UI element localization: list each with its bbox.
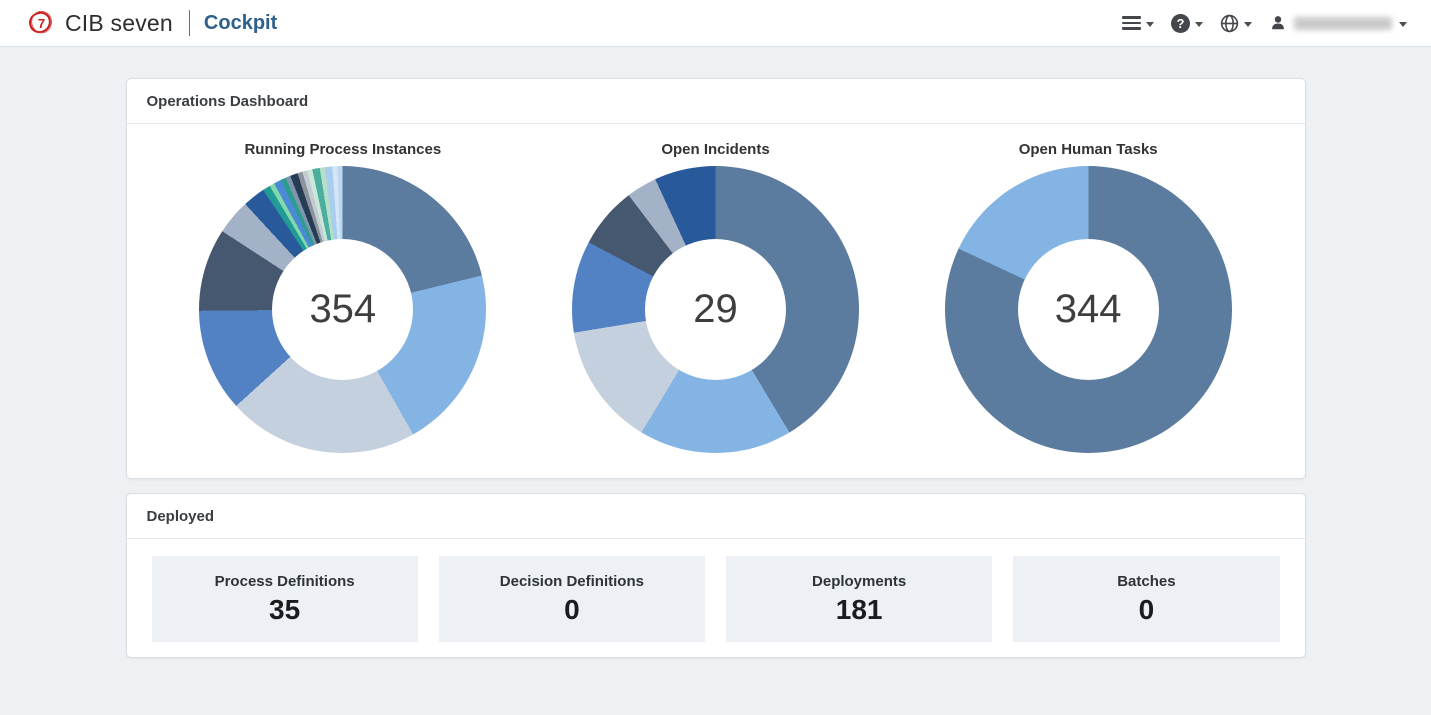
tile-value: 181	[835, 594, 883, 625]
hamburger-menu-icon	[1122, 15, 1141, 31]
chevron-down-icon	[1195, 21, 1203, 27]
apps-menu-button[interactable]	[1122, 15, 1154, 31]
chart-title: Open Human Tasks	[1018, 141, 1158, 158]
donut-center-value: 29	[693, 286, 738, 331]
help-icon: ?	[1171, 13, 1190, 33]
tile-label: Decision Definitions	[499, 573, 644, 590]
chart-running-process-instances: Running Process Instances 354	[157, 141, 530, 453]
chevron-down-icon	[1399, 21, 1407, 27]
donut-chart[interactable]: 344	[944, 166, 1232, 453]
chart-open-incidents: Open Incidents 29	[529, 141, 902, 453]
tile-label: Deployments	[812, 573, 907, 590]
top-bar: 7 CIB seven Cockpit ?	[0, 0, 1431, 47]
donut-hole: 29	[644, 238, 787, 381]
tile-value: 35	[269, 594, 301, 625]
user-icon	[1272, 16, 1284, 30]
chart-open-human-tasks: Open Human Tasks 344	[902, 141, 1275, 453]
tile-deployments[interactable]: Deployments 181	[726, 556, 993, 642]
tile-value: 0	[1138, 594, 1155, 625]
tile-process-definitions[interactable]: Process Definitions 35	[151, 556, 418, 642]
dashboard-main: Operations Dashboard Running Process Ins…	[0, 47, 1431, 658]
deployed-tiles-row: Process Definitions 35 Decision Definiti…	[127, 539, 1305, 657]
chart-title: Running Process Instances	[244, 141, 442, 158]
app-name[interactable]: Cockpit	[203, 11, 278, 34]
header-actions: ?	[1122, 13, 1407, 33]
tile-decision-definitions[interactable]: Decision Definitions 0	[438, 556, 705, 642]
deployed-panel: Deployed Process Definitions 35 Decision…	[125, 493, 1306, 658]
brand-name: CIB seven	[65, 9, 173, 36]
globe-icon	[1220, 14, 1239, 32]
user-name-redacted	[1294, 16, 1392, 30]
donut-chart[interactable]: 29	[572, 166, 859, 453]
chart-title: Open Incidents	[661, 141, 770, 158]
donut-center-value: 354	[309, 286, 377, 331]
donut-center-value: 344	[1054, 286, 1122, 331]
logo-seven-glyph: 7	[37, 15, 46, 31]
tile-value: 0	[564, 594, 580, 625]
chevron-down-icon	[1244, 21, 1252, 27]
user-menu-button[interactable]	[1269, 14, 1407, 32]
tile-label: Process Definitions	[214, 573, 355, 590]
donut-hole: 354	[272, 238, 414, 381]
operations-dashboard-panel: Operations Dashboard Running Process Ins…	[125, 78, 1306, 479]
chevron-down-icon	[1146, 21, 1154, 27]
cib-seven-logo-icon: 7	[26, 8, 55, 36]
tile-label: Batches	[1117, 573, 1176, 590]
brand-divider	[188, 10, 190, 36]
language-menu-button[interactable]	[1220, 14, 1252, 33]
operations-panel-title: Operations Dashboard	[126, 79, 1305, 124]
brand: 7 CIB seven Cockpit	[26, 8, 278, 37]
deployed-panel-title: Deployed	[126, 494, 1305, 539]
donut-chart[interactable]: 354	[199, 166, 487, 453]
help-menu-button[interactable]: ?	[1171, 13, 1203, 33]
charts-row: Running Process Instances 354 Open Incid…	[127, 124, 1305, 478]
donut-hole: 344	[1017, 238, 1159, 381]
tile-batches[interactable]: Batches 0	[1013, 556, 1280, 642]
